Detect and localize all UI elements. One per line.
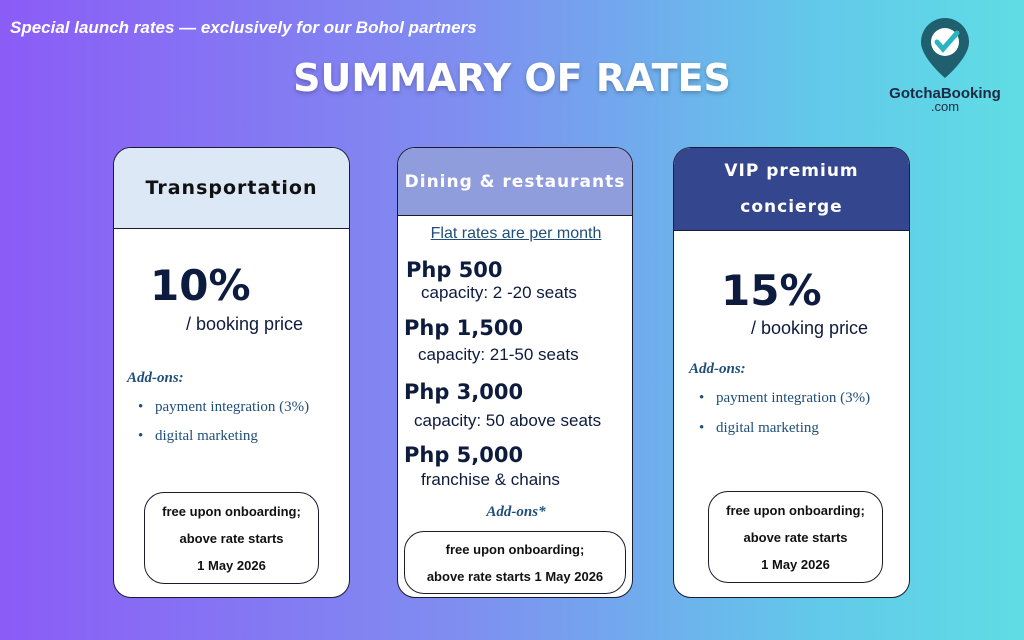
notice-line: above rate starts bbox=[743, 529, 848, 545]
rate: 10% bbox=[150, 261, 251, 310]
notice-line: above rate starts 1 May 2026 bbox=[426, 568, 604, 584]
tier-price: Php 5,000 bbox=[404, 443, 524, 467]
rate-note: / booking price bbox=[186, 314, 304, 334]
addon-item: payment integration (3%) bbox=[699, 390, 870, 407]
card-header: VIP premium concierge bbox=[674, 148, 909, 231]
notice-box: free upon onboarding; above rate starts … bbox=[144, 492, 319, 584]
addon-item: digital marketing bbox=[138, 428, 258, 445]
card-header: Transportation bbox=[114, 148, 349, 229]
logo-suffix: .com bbox=[930, 99, 960, 114]
notice-line: above rate starts bbox=[179, 530, 284, 546]
notice-box: free upon onboarding; above rate starts … bbox=[404, 531, 626, 594]
card: Dining & restaurants Flat rates are per … bbox=[397, 147, 633, 598]
card-subtitle: Flat rates are per month bbox=[430, 225, 602, 242]
addons-label: Add-ons: bbox=[127, 370, 184, 386]
card: Transportation 10% / booking price Add-o… bbox=[113, 147, 350, 598]
notice-line: free upon onboarding; bbox=[445, 541, 585, 557]
addons-label: Add-ons* bbox=[486, 504, 546, 520]
tagline: Special launch rates — exclusively for o… bbox=[10, 18, 477, 37]
card-header: Dining & restaurants bbox=[398, 148, 632, 216]
addon-item: digital marketing bbox=[699, 420, 819, 437]
rate: 15% bbox=[721, 266, 822, 315]
logo-icon bbox=[921, 18, 969, 78]
tier-price: Php 3,000 bbox=[404, 380, 524, 404]
tier-detail: franchise & chains bbox=[421, 470, 560, 489]
addons-label: Add-ons: bbox=[689, 361, 746, 377]
title: SUMMARY OF RATES bbox=[293, 56, 731, 100]
notice-line: 1 May 2026 bbox=[197, 557, 266, 573]
rate-note: / booking price bbox=[751, 318, 869, 338]
tier-detail: capacity: 50 above seats bbox=[414, 411, 602, 430]
tier-detail: capacity: 2 -20 seats bbox=[421, 283, 577, 302]
notice-line: free upon onboarding; bbox=[162, 503, 301, 519]
tier-detail: capacity: 21-50 seats bbox=[418, 345, 579, 364]
notice-line: 1 May 2026 bbox=[761, 556, 830, 572]
logo: GotchaBooking .com bbox=[880, 12, 1010, 114]
card: VIP premium concierge 15% / booking pric… bbox=[673, 147, 910, 598]
logo-name: GotchaBooking bbox=[889, 85, 1001, 102]
addon-item: payment integration (3%) bbox=[138, 399, 309, 416]
notice-box: free upon onboarding; above rate starts … bbox=[708, 491, 883, 583]
tier-price: Php 1,500 bbox=[404, 316, 524, 340]
tier-price: Php 500 bbox=[406, 258, 503, 282]
notice-line: free upon onboarding; bbox=[726, 502, 865, 518]
